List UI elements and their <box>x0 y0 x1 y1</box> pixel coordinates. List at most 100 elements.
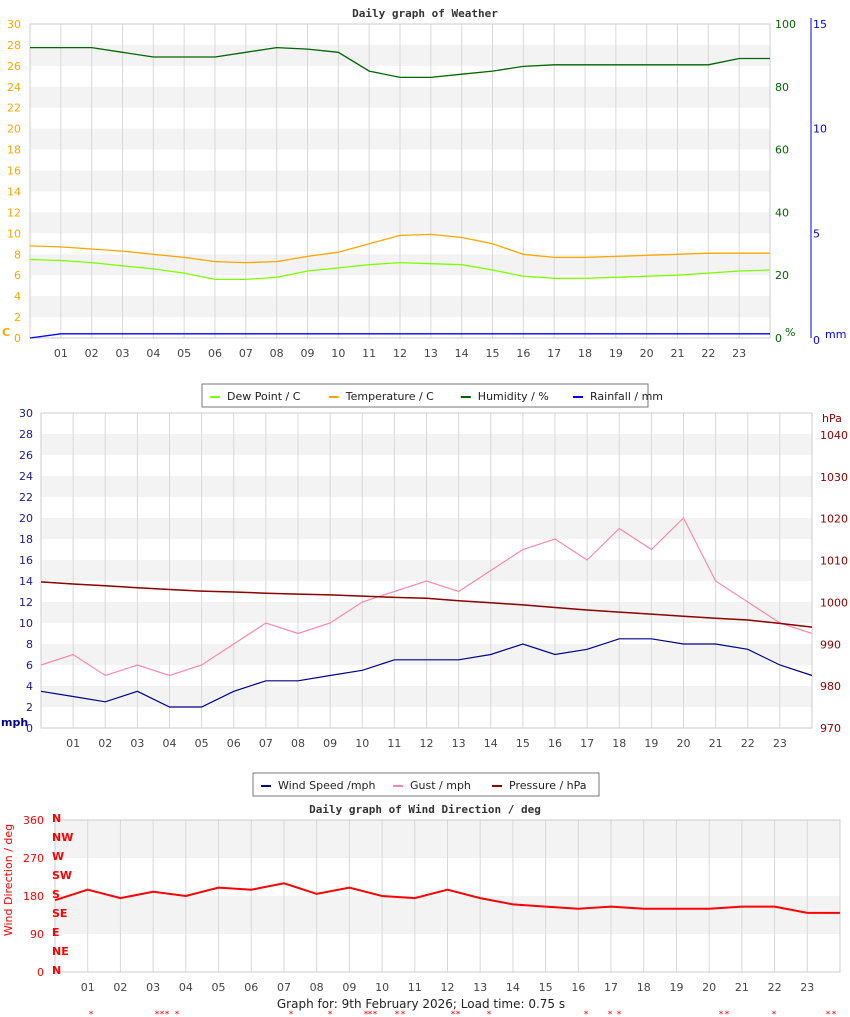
footer-marker: * <box>617 1010 622 1017</box>
x-tick-label: 04 <box>146 347 160 360</box>
x-tick-label: 23 <box>800 981 814 994</box>
compass-label: SW <box>52 869 72 882</box>
y-tick-label-left: 28 <box>19 428 33 441</box>
x-tick-label: 17 <box>580 737 594 750</box>
x-tick-label: 06 <box>208 347 222 360</box>
footer-marker: * <box>289 1010 294 1017</box>
legend-swatch <box>261 785 271 787</box>
footer-marker: * <box>451 1010 456 1017</box>
legend-label: Rainfall / mm <box>590 390 663 403</box>
x-tick-label: 01 <box>54 347 68 360</box>
footer-marker: * <box>328 1010 333 1017</box>
y-tick-label-left: 28 <box>7 39 21 52</box>
y-tick-label-left: 26 <box>19 449 33 462</box>
series-line <box>40 638 813 708</box>
footer-marker: * <box>401 1010 406 1017</box>
x-tick-label: 11 <box>408 981 422 994</box>
y-tick-label-pressure: 970 <box>820 722 841 735</box>
x-tick-label: 18 <box>637 981 651 994</box>
y-tick-label-pressure: 990 <box>820 638 841 651</box>
compass-label: E <box>52 926 60 939</box>
footer-text: Graph for: 9th February 2026; Load time:… <box>277 997 565 1011</box>
y-tick-label-left: 16 <box>19 554 33 567</box>
y-tick-label-left: 24 <box>7 81 21 94</box>
x-tick-label: 06 <box>227 737 241 750</box>
legend-box <box>252 772 600 797</box>
x-tick-label: 18 <box>578 347 592 360</box>
footer-marker: * <box>175 1010 180 1017</box>
y-unit-pressure: hPa <box>822 412 842 425</box>
y-tick-label-pressure: 1010 <box>820 555 848 568</box>
y-unit-humidity: % <box>785 326 795 339</box>
y-tick-label-left: 14 <box>7 185 21 198</box>
y-tick-label-rain: 15 <box>813 18 827 31</box>
y-tick-label-left: 6 <box>14 269 21 282</box>
compass-label: N <box>52 964 61 977</box>
y-tick-label-rain: 0 <box>813 334 820 347</box>
footer-marker: * <box>487 1010 492 1017</box>
footer-marker: * <box>826 1010 831 1017</box>
footer-marker: * <box>719 1010 724 1017</box>
y-tick-label-humidity: 60 <box>775 144 789 157</box>
series-line <box>29 333 770 339</box>
series-line <box>54 882 840 914</box>
x-tick-label: 20 <box>702 981 716 994</box>
y-tick-label-left: 12 <box>7 206 21 219</box>
x-tick-label: 08 <box>310 981 324 994</box>
y-tick-label-left: 4 <box>14 290 21 303</box>
x-tick-label: 14 <box>506 981 520 994</box>
y-tick-label-left: 12 <box>19 596 33 609</box>
legend-swatch <box>573 396 583 398</box>
y-tick-label-left: 18 <box>19 533 33 546</box>
footer-marker: * <box>395 1010 400 1017</box>
x-tick-label: 13 <box>452 737 466 750</box>
y-unit-rain: mm <box>825 328 846 341</box>
compass-label: W <box>52 850 64 863</box>
series-line <box>30 46 770 79</box>
x-tick-label: 18 <box>612 737 626 750</box>
legend-swatch <box>492 785 502 787</box>
y-tick-label-humidity: 80 <box>775 81 789 94</box>
x-tick-label: 14 <box>484 737 498 750</box>
x-tick-label: 14 <box>455 347 469 360</box>
legend-box <box>201 383 649 408</box>
footer-marker: * <box>368 1010 373 1017</box>
wind-speed-chart: 01 02 03 04 05 06 07 08 09 10 11 12 13 14 15 16 17 18 19 20… <box>1 407 848 797</box>
footer-marker: * <box>364 1010 369 1017</box>
legend-label: Dew Point / C <box>227 390 301 403</box>
footer-marker: * <box>373 1010 378 1017</box>
y-tick-label: 0 <box>37 966 44 979</box>
y-tick-label-pressure: 1020 <box>820 513 848 526</box>
footer-marker: * <box>89 1010 94 1017</box>
footer-marker: * <box>155 1010 160 1017</box>
x-tick-label: 10 <box>331 347 345 360</box>
x-tick-label: 17 <box>604 981 618 994</box>
legend-label: Humidity / % <box>478 390 549 403</box>
footer-marker: * <box>160 1010 165 1017</box>
chart-title: Daily graph of Weather <box>352 7 498 20</box>
y-tick-label-pressure: 980 <box>820 680 841 693</box>
footer-marker: * <box>608 1010 613 1017</box>
x-tick-label: 05 <box>212 981 226 994</box>
y-tick-label-left: 2 <box>14 311 21 324</box>
x-tick-label: 07 <box>277 981 291 994</box>
y-tick-label-left: 6 <box>26 659 33 672</box>
y-tick-label-left: 20 <box>7 123 21 136</box>
y-tick-label-left: 10 <box>19 617 33 630</box>
y-tick-label-left: 0 <box>14 332 21 345</box>
y-tick-label-humidity: 0 <box>775 332 782 345</box>
x-tick-label: 09 <box>342 981 356 994</box>
x-tick-label: 15 <box>486 347 500 360</box>
x-tick-label: 15 <box>539 981 553 994</box>
x-tick-label: 12 <box>420 737 434 750</box>
x-tick-label: 07 <box>259 737 273 750</box>
y-tick-label-humidity: 20 <box>775 269 789 282</box>
x-tick-label: 22 <box>701 347 715 360</box>
x-tick-label: 07 <box>239 347 253 360</box>
y-tick-label-pressure: 1040 <box>820 429 848 442</box>
y-tick-label: 360 <box>23 814 44 827</box>
x-tick-label: 05 <box>195 737 209 750</box>
x-tick-label: 21 <box>735 981 749 994</box>
x-tick-label: 16 <box>548 737 562 750</box>
x-tick-label: 16 <box>571 981 585 994</box>
